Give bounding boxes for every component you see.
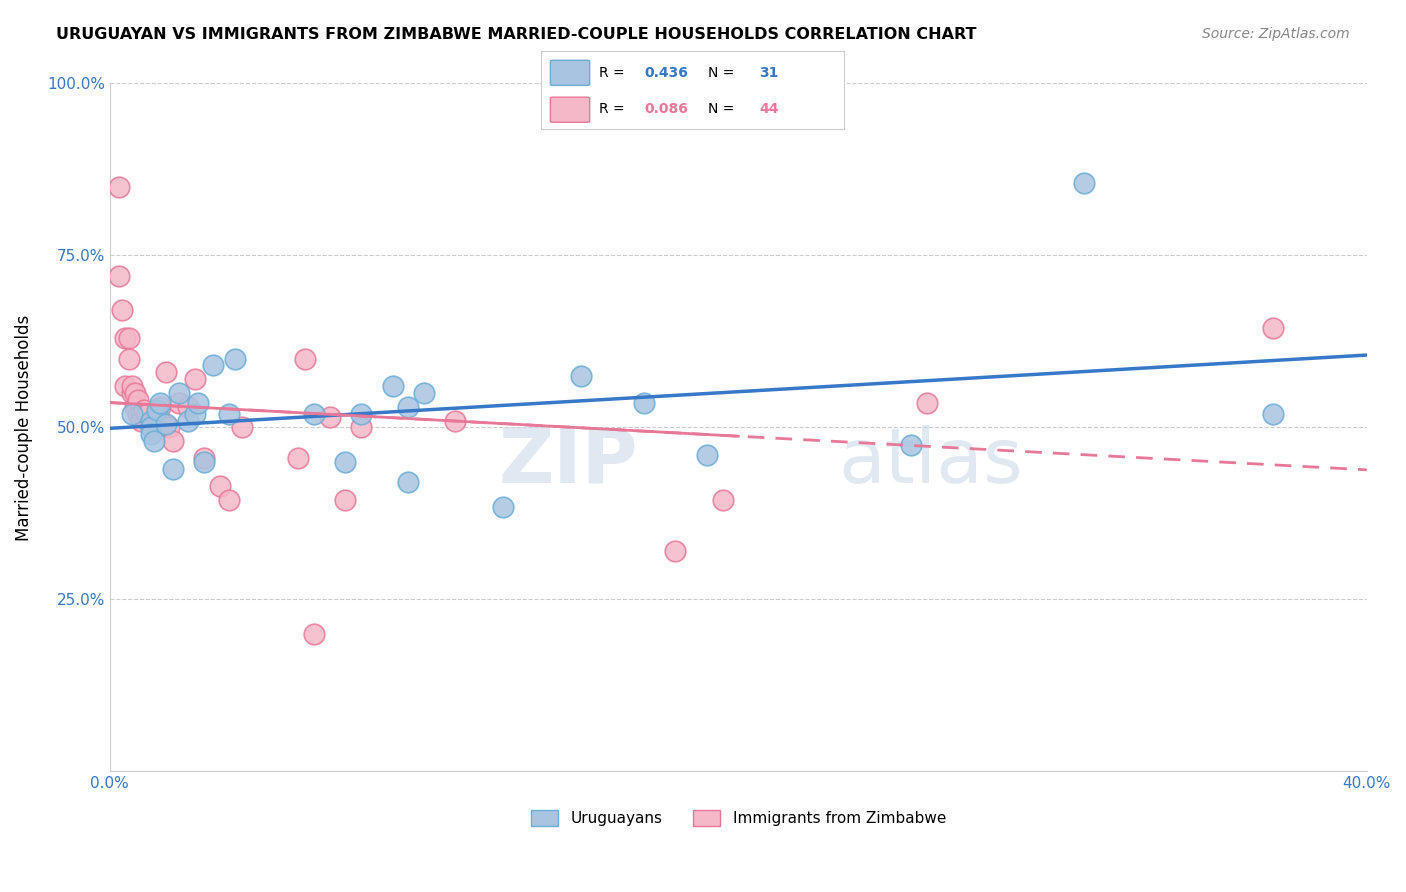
Point xyxy=(152,417,174,431)
Y-axis label: Married-couple Households: Married-couple Households xyxy=(15,314,32,541)
Point xyxy=(900,437,922,451)
Point xyxy=(231,420,253,434)
Point xyxy=(155,417,177,431)
Text: N =: N = xyxy=(707,102,738,116)
Point xyxy=(117,331,139,345)
Point xyxy=(167,396,190,410)
Point xyxy=(124,400,146,414)
Point xyxy=(444,413,467,427)
Point xyxy=(1261,320,1284,334)
Point xyxy=(121,379,143,393)
Point xyxy=(136,407,159,421)
Point xyxy=(129,407,152,421)
Text: 0.436: 0.436 xyxy=(644,66,688,79)
Point xyxy=(149,400,172,414)
Point xyxy=(146,407,169,421)
Point xyxy=(187,396,209,410)
Point xyxy=(108,268,131,283)
Point xyxy=(396,475,419,490)
Point xyxy=(114,331,136,345)
Point xyxy=(696,448,718,462)
Point xyxy=(111,303,134,318)
Text: 44: 44 xyxy=(759,102,779,116)
Point xyxy=(224,351,246,366)
Point xyxy=(139,427,162,442)
Point xyxy=(193,455,215,469)
Point xyxy=(124,386,146,401)
Point xyxy=(129,413,152,427)
Legend: Uruguayans, Immigrants from Zimbabwe: Uruguayans, Immigrants from Zimbabwe xyxy=(524,805,952,832)
Point xyxy=(287,451,309,466)
Point xyxy=(149,396,172,410)
Point xyxy=(350,420,373,434)
Point xyxy=(121,386,143,401)
Point xyxy=(177,400,200,414)
Text: ZIP: ZIP xyxy=(498,425,638,499)
Point xyxy=(139,413,162,427)
Point xyxy=(121,407,143,421)
Text: 31: 31 xyxy=(759,66,779,79)
Point xyxy=(335,455,357,469)
Point xyxy=(183,372,205,386)
Point xyxy=(569,368,592,383)
Point xyxy=(146,403,169,417)
Point xyxy=(127,392,149,407)
Point xyxy=(142,413,165,427)
Point xyxy=(167,386,190,401)
Point xyxy=(302,627,325,641)
Point xyxy=(350,407,373,421)
Point xyxy=(302,407,325,421)
Point xyxy=(218,407,240,421)
Point xyxy=(139,420,162,434)
Text: R =: R = xyxy=(599,66,628,79)
Point xyxy=(1261,407,1284,421)
Text: atlas: atlas xyxy=(839,425,1024,499)
Point xyxy=(108,179,131,194)
Point xyxy=(294,351,316,366)
Point xyxy=(159,420,181,434)
FancyBboxPatch shape xyxy=(550,97,589,122)
Point xyxy=(193,451,215,466)
Point xyxy=(114,379,136,393)
Point xyxy=(139,420,162,434)
Point xyxy=(177,413,200,427)
Text: Source: ZipAtlas.com: Source: ZipAtlas.com xyxy=(1202,27,1350,41)
Point xyxy=(413,386,436,401)
Text: 0.086: 0.086 xyxy=(644,102,688,116)
Point xyxy=(155,365,177,379)
Text: URUGUAYAN VS IMMIGRANTS FROM ZIMBABWE MARRIED-COUPLE HOUSEHOLDS CORRELATION CHAR: URUGUAYAN VS IMMIGRANTS FROM ZIMBABWE MA… xyxy=(56,27,977,42)
Point xyxy=(162,434,184,449)
Point xyxy=(664,544,686,558)
Point xyxy=(202,359,225,373)
Point xyxy=(335,492,357,507)
Point xyxy=(142,434,165,449)
Point xyxy=(146,410,169,425)
Text: R =: R = xyxy=(599,102,628,116)
FancyBboxPatch shape xyxy=(550,61,589,86)
Point xyxy=(915,396,938,410)
Point xyxy=(633,396,655,410)
Point xyxy=(711,492,734,507)
Point xyxy=(208,479,231,493)
Point xyxy=(218,492,240,507)
Text: N =: N = xyxy=(707,66,738,79)
Point xyxy=(117,351,139,366)
Point xyxy=(183,407,205,421)
Point xyxy=(1073,176,1095,190)
Point xyxy=(162,461,184,475)
Point xyxy=(491,500,513,514)
Point xyxy=(319,410,342,425)
Point xyxy=(127,407,149,421)
Point xyxy=(396,400,419,414)
Point xyxy=(134,403,156,417)
Point xyxy=(381,379,404,393)
